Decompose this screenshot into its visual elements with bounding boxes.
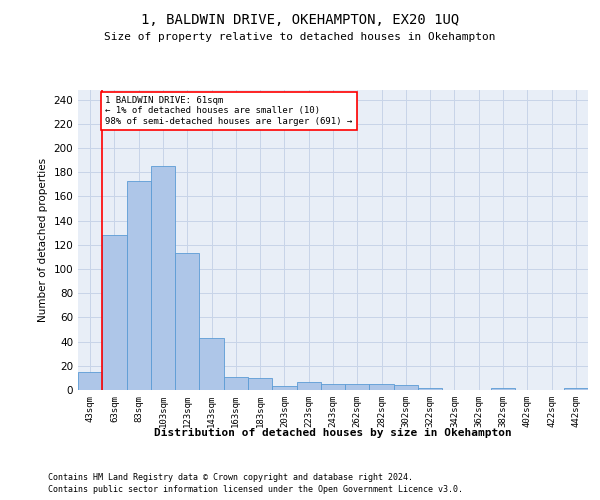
Y-axis label: Number of detached properties: Number of detached properties [38, 158, 48, 322]
Bar [151, 166, 175, 390]
Bar [370, 384, 394, 390]
Bar [199, 338, 224, 390]
Text: 1, BALDWIN DRIVE, OKEHAMPTON, EX20 1UQ: 1, BALDWIN DRIVE, OKEHAMPTON, EX20 1UQ [141, 12, 459, 26]
Bar [321, 384, 345, 390]
Bar [345, 384, 370, 390]
Bar [127, 180, 151, 390]
Text: Size of property relative to detached houses in Okehampton: Size of property relative to detached ho… [104, 32, 496, 42]
Text: Contains HM Land Registry data © Crown copyright and database right 2024.: Contains HM Land Registry data © Crown c… [48, 472, 413, 482]
Text: 1 BALDWIN DRIVE: 61sqm
← 1% of detached houses are smaller (10)
98% of semi-deta: 1 BALDWIN DRIVE: 61sqm ← 1% of detached … [105, 96, 352, 126]
Bar [564, 388, 588, 390]
Bar [248, 378, 272, 390]
Bar [102, 235, 127, 390]
Bar [175, 254, 199, 390]
Bar [491, 388, 515, 390]
Bar [272, 386, 296, 390]
Text: Distribution of detached houses by size in Okehampton: Distribution of detached houses by size … [154, 428, 512, 438]
Text: Contains public sector information licensed under the Open Government Licence v3: Contains public sector information licen… [48, 485, 463, 494]
Bar [394, 385, 418, 390]
Bar [78, 372, 102, 390]
Bar [296, 382, 321, 390]
Bar [224, 376, 248, 390]
Bar [418, 388, 442, 390]
